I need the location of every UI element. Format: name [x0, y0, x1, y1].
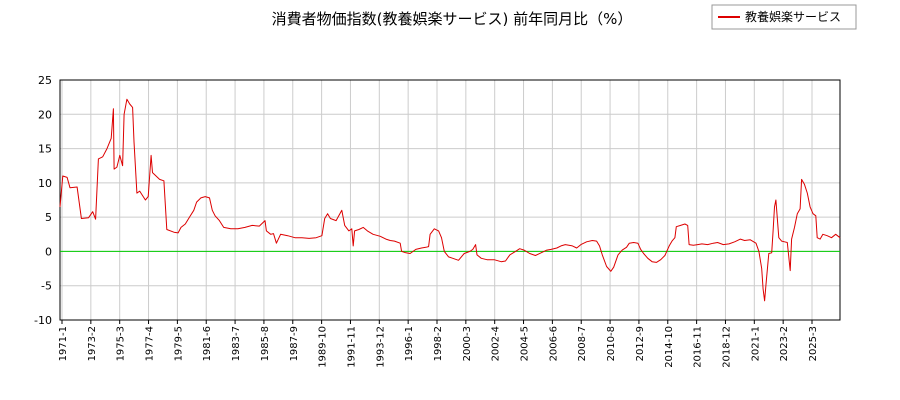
x-tick-label: 1971-1: [58, 326, 69, 361]
x-tick-label: 1993-12: [375, 326, 386, 368]
x-tick-label: 1989-10: [318, 326, 329, 368]
y-tick-label: 5: [45, 211, 52, 224]
x-axis-ticks: 1971-1 1973-2 1975-3 1977-4 1979-5 1981-6 1983…: [58, 320, 819, 368]
x-tick-label: 2025-3: [808, 326, 819, 361]
grid-lines: [60, 79, 840, 321]
x-tick-label: 1998-2: [433, 326, 444, 361]
plot-frame: [59, 79, 841, 321]
x-tick-label: 2006-6: [548, 326, 559, 361]
x-tick-label: 1991-11: [346, 326, 357, 368]
x-tick-label: 1985-8: [260, 326, 271, 361]
series-group: [59, 98, 841, 302]
x-tick-label: 1981-6: [202, 326, 213, 361]
x-tick-label: 2012-9: [635, 326, 646, 361]
x-tick-label: 1996-1: [404, 326, 415, 361]
y-tick-label: 10: [38, 177, 52, 190]
y-tick-label: -10: [34, 314, 52, 327]
legend-label: 教養娯楽サービス: [745, 9, 841, 24]
x-tick-label: 2016-11: [693, 326, 704, 368]
legend: 教養娯楽サービス: [711, 4, 857, 30]
x-tick-label: 2023-2: [779, 326, 790, 361]
x-tick-label: 1987-9: [289, 326, 300, 361]
y-axis-ticks: -10 -5 0 5 10 15 20 25: [34, 74, 52, 327]
x-tick-label: 2008-7: [577, 326, 588, 361]
y-tick-label: 15: [38, 143, 52, 156]
y-tick-label: 25: [38, 74, 52, 87]
x-tick-label: 1979-5: [173, 326, 184, 361]
x-tick-label: 2018-12: [721, 326, 732, 368]
chart-title: 消費者物価指数(教養娯楽サービス) 前年同月比（%）: [272, 10, 633, 28]
y-tick-label: -5: [41, 280, 52, 293]
series-line: [59, 98, 841, 302]
x-tick-label: 2010-8: [606, 326, 617, 361]
x-tick-label: 2002-4: [491, 326, 502, 361]
x-tick-label: 2004-5: [520, 326, 531, 361]
x-tick-label: 2021-1: [750, 326, 761, 361]
x-tick-label: 1983-7: [231, 326, 242, 361]
x-tick-label: 2014-10: [664, 326, 675, 368]
x-tick-label: 1977-4: [145, 326, 156, 361]
x-tick-label: 1975-3: [116, 326, 127, 361]
y-tick-label: 20: [38, 108, 52, 121]
x-tick-label: 1973-2: [87, 326, 98, 361]
y-tick-label: 0: [45, 245, 52, 258]
x-tick-label: 2000-3: [462, 326, 473, 361]
